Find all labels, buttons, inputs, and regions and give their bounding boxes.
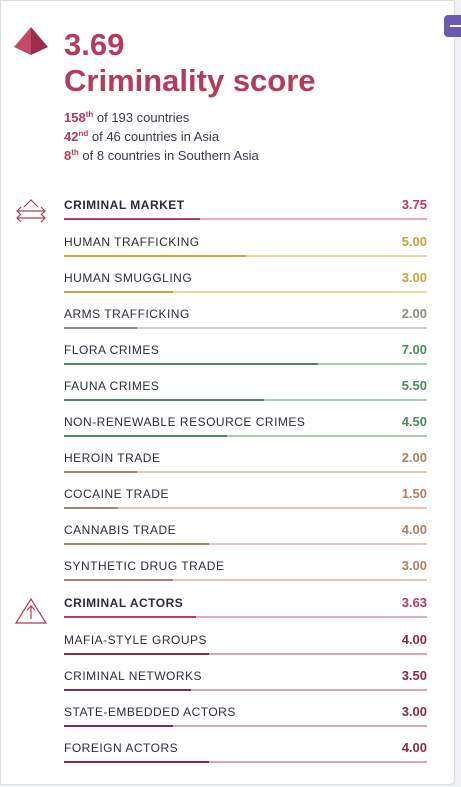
score-bar: [64, 399, 427, 401]
score-bar: [64, 543, 427, 545]
indicator-row: ARMS TRAFFICKING 2.00: [64, 306, 427, 332]
criminality-score-value: 3.69: [64, 27, 125, 62]
indicator-row: FAUNA CRIMES 5.50: [64, 378, 427, 404]
indicator-criminal-actors: CRIMINAL ACTORS 3.63: [64, 595, 427, 621]
score-bar: [64, 616, 427, 618]
score-bar: [64, 653, 427, 655]
rank-global: 158th of 193 countries: [64, 110, 190, 125]
rank-asia: 42nd of 46 countries in Asia: [64, 129, 220, 144]
indicator-row: MAFIA-STYLE GROUPS 4.00: [64, 632, 427, 658]
score-bar: [64, 725, 427, 727]
pyramid-icon: [14, 27, 48, 55]
score-bar: [64, 327, 427, 329]
score-bar: [64, 689, 427, 691]
indicator-row: FLORA CRIMES 7.00: [64, 342, 427, 368]
score-bar: [64, 761, 427, 763]
indicator-row: FOREIGN ACTORS 4.00: [64, 740, 427, 766]
indicator-criminal-market: CRIMINAL MARKET 3.75: [64, 197, 427, 223]
indicator-row: HUMAN SMUGGLING 3.00: [64, 270, 427, 296]
minus-icon: [450, 25, 461, 27]
score-bar: [64, 363, 427, 365]
rank-southern-asia: 8th of 8 countries in Southern Asia: [64, 148, 259, 163]
market-icon: [16, 199, 46, 223]
score-bar: [64, 471, 427, 473]
score-bar: [64, 218, 427, 220]
score-bar: [64, 291, 427, 293]
indicator-row: COCAINE TRADE 1.50: [64, 486, 427, 512]
indicator-row: SYNTHETIC DRUG TRADE 3.00: [64, 558, 427, 584]
indicator-row: CANNABIS TRADE 4.00: [64, 522, 427, 548]
indicator-row: STATE-EMBEDDED ACTORS 3.00: [64, 704, 427, 730]
score-bar: [64, 255, 427, 257]
actors-icon: [14, 597, 48, 624]
score-bar: [64, 507, 427, 509]
indicator-row: HEROIN TRADE 2.00: [64, 450, 427, 476]
criminality-score-title: Criminality score: [64, 63, 316, 98]
score-bar: [64, 435, 427, 437]
score-bar: [64, 579, 427, 581]
indicator-row: NON-RENEWABLE RESOURCE CRIMES 4.50: [64, 414, 427, 440]
collapse-button[interactable]: [444, 15, 461, 37]
indicator-row: HUMAN TRAFFICKING 5.00: [64, 234, 427, 260]
indicator-row: CRIMINAL NETWORKS 3.50: [64, 668, 427, 694]
